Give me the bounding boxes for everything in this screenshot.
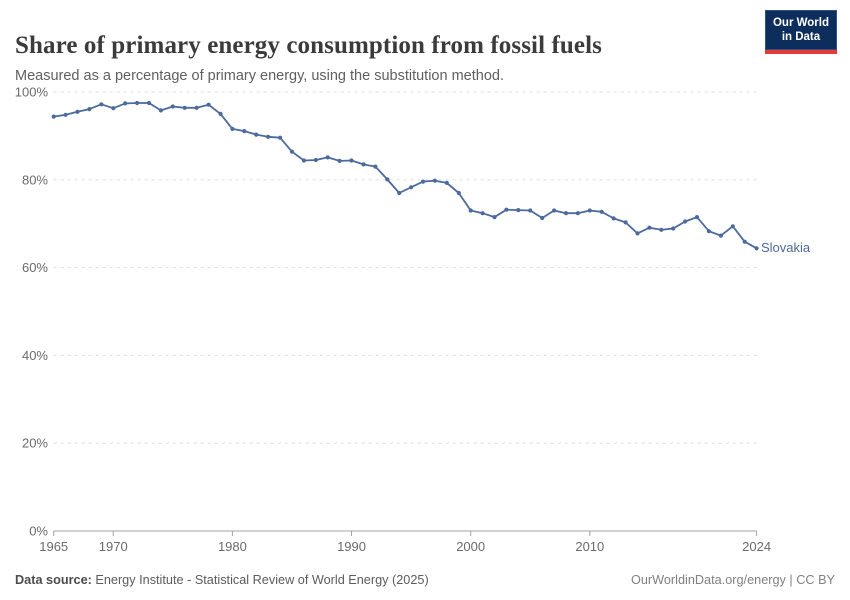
- data-point[interactable]: [87, 107, 92, 112]
- data-point[interactable]: [611, 216, 616, 221]
- owid-logo-line2: in Data: [781, 31, 821, 44]
- data-point[interactable]: [349, 158, 354, 163]
- data-point[interactable]: [504, 207, 509, 212]
- data-point[interactable]: [742, 239, 747, 244]
- data-point[interactable]: [623, 220, 628, 225]
- data-point[interactable]: [659, 227, 664, 232]
- data-point[interactable]: [706, 229, 712, 234]
- data-point[interactable]: [385, 177, 390, 182]
- data-point[interactable]: [671, 226, 676, 231]
- data-point[interactable]: [337, 158, 342, 163]
- x-tick-label: 2000: [456, 539, 485, 554]
- data-point[interactable]: [444, 180, 449, 185]
- data-point[interactable]: [552, 208, 557, 213]
- data-point[interactable]: [754, 246, 759, 251]
- data-point[interactable]: [51, 114, 56, 119]
- x-tick-label: 1970: [99, 539, 128, 554]
- y-tick-label: 20%: [22, 436, 48, 451]
- data-point[interactable]: [63, 112, 68, 117]
- data-point[interactable]: [373, 164, 378, 169]
- y-tick-label: 0%: [29, 524, 48, 539]
- data-point[interactable]: [492, 215, 497, 220]
- data-point[interactable]: [540, 215, 545, 221]
- data-point[interactable]: [242, 129, 247, 134]
- y-tick-label: 60%: [22, 260, 48, 275]
- data-point[interactable]: [75, 109, 80, 114]
- data-point[interactable]: [325, 155, 330, 160]
- data-point[interactable]: [206, 102, 211, 107]
- data-point[interactable]: [409, 185, 414, 190]
- owid-logo-line1: Our World: [772, 17, 829, 29]
- data-point[interactable]: [599, 209, 604, 214]
- data-point[interactable]: [718, 233, 724, 238]
- data-point[interactable]: [528, 208, 533, 213]
- data-point[interactable]: [683, 219, 688, 224]
- data-point[interactable]: [397, 190, 402, 196]
- data-point[interactable]: [587, 208, 592, 213]
- data-point[interactable]: [218, 111, 223, 116]
- data-point[interactable]: [123, 101, 128, 106]
- data-line-slovakia[interactable]: [52, 102, 758, 250]
- x-tick-label: 1980: [218, 539, 247, 554]
- license-note: OurWorldinData.org/energy | CC BY: [630, 573, 835, 587]
- data-point[interactable]: [99, 102, 104, 107]
- data-point[interactable]: [158, 108, 163, 113]
- data-source-note: Data source: Energy Institute - Statisti…: [15, 573, 429, 587]
- data-point[interactable]: [468, 208, 473, 213]
- data-point[interactable]: [135, 100, 140, 106]
- entity-label-slovakia[interactable]: Slovakia: [761, 240, 811, 256]
- data-point[interactable]: [289, 149, 295, 154]
- data-point[interactable]: [361, 162, 366, 167]
- data-point[interactable]: [647, 225, 652, 230]
- data-point[interactable]: [230, 126, 235, 131]
- data-point[interactable]: [194, 105, 199, 110]
- x-tick-label: 2024: [742, 539, 771, 554]
- chart-subtitle: Measured as a percentage of primary ener…: [15, 67, 504, 84]
- data-point[interactable]: [563, 211, 569, 216]
- data-point[interactable]: [730, 224, 735, 229]
- data-point[interactable]: [480, 211, 485, 216]
- data-point[interactable]: [313, 157, 318, 163]
- y-tick-label: 40%: [22, 348, 48, 363]
- data-point[interactable]: [516, 208, 521, 213]
- data-point[interactable]: [694, 215, 700, 220]
- data-point[interactable]: [111, 106, 116, 111]
- y-tick-label: 80%: [22, 172, 48, 187]
- data-point[interactable]: [456, 190, 461, 196]
- data-point[interactable]: [170, 104, 175, 109]
- data-point[interactable]: [266, 134, 271, 139]
- data-source-text: Energy Institute - Statistical Review of…: [91, 573, 429, 587]
- owid-logo: Our World in Data: [764, 10, 837, 54]
- data-point[interactable]: [278, 135, 283, 140]
- data-point[interactable]: [575, 211, 581, 216]
- data-point[interactable]: [301, 158, 306, 163]
- data-point[interactable]: [254, 132, 259, 137]
- data-point[interactable]: [182, 105, 187, 110]
- data-point[interactable]: [146, 100, 152, 106]
- data-point[interactable]: [432, 178, 437, 183]
- data-source-label: Data source:: [15, 573, 92, 587]
- x-tick-label: 1965: [39, 539, 68, 554]
- page-title: Share of primary energy consumption from…: [15, 31, 602, 59]
- data-point[interactable]: [420, 179, 426, 184]
- data-point[interactable]: [635, 231, 640, 236]
- y-tick-label: 100%: [15, 85, 49, 100]
- chart-footer: Data source: Energy Institute - Statisti…: [15, 573, 835, 587]
- x-tick-label: 1990: [337, 539, 366, 554]
- x-tick-label: 2010: [575, 539, 604, 554]
